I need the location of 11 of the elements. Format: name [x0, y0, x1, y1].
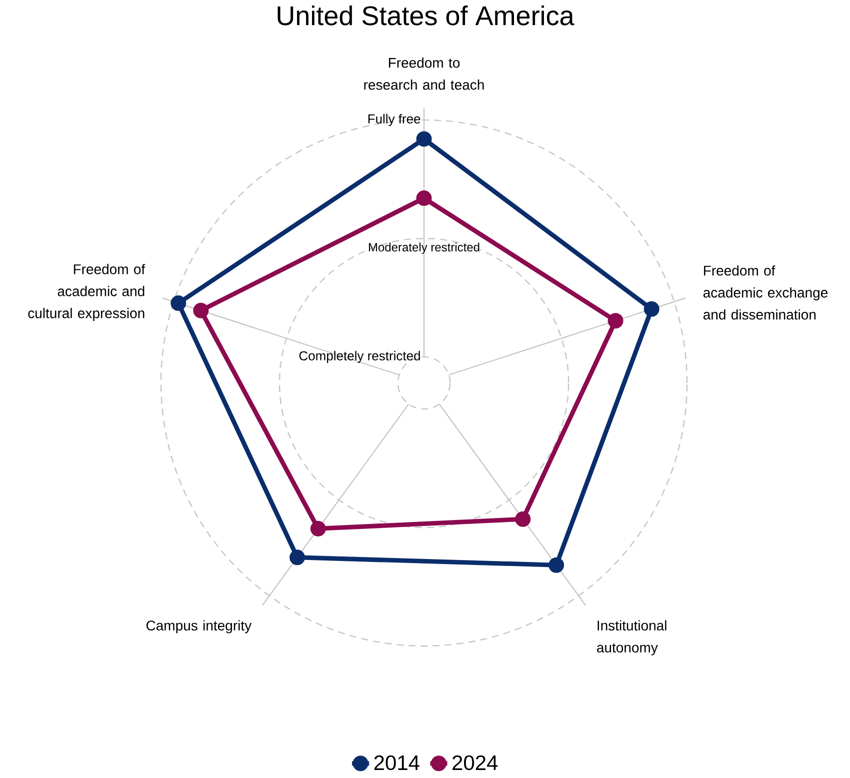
spoke-label: Freedom of academic and cultural expression [28, 264, 146, 321]
spoke-label: Freedom to research and teach [364, 58, 484, 90]
legend-label: 2014 [374, 755, 420, 770]
chart-title: United States of America [278, 6, 574, 26]
y-tick-label: Completely restricted [299, 350, 420, 363]
spoke-label: Campus integrity [146, 620, 252, 634]
y-tick-label: Fully free [368, 114, 420, 126]
legend-label: 2024 [452, 755, 498, 770]
spoke-label: Freedom of academic exchange and dissemination [703, 265, 828, 320]
spoke-label: Institutional autonomy [597, 620, 666, 656]
y-tick-label: Moderately restricted [368, 242, 480, 254]
